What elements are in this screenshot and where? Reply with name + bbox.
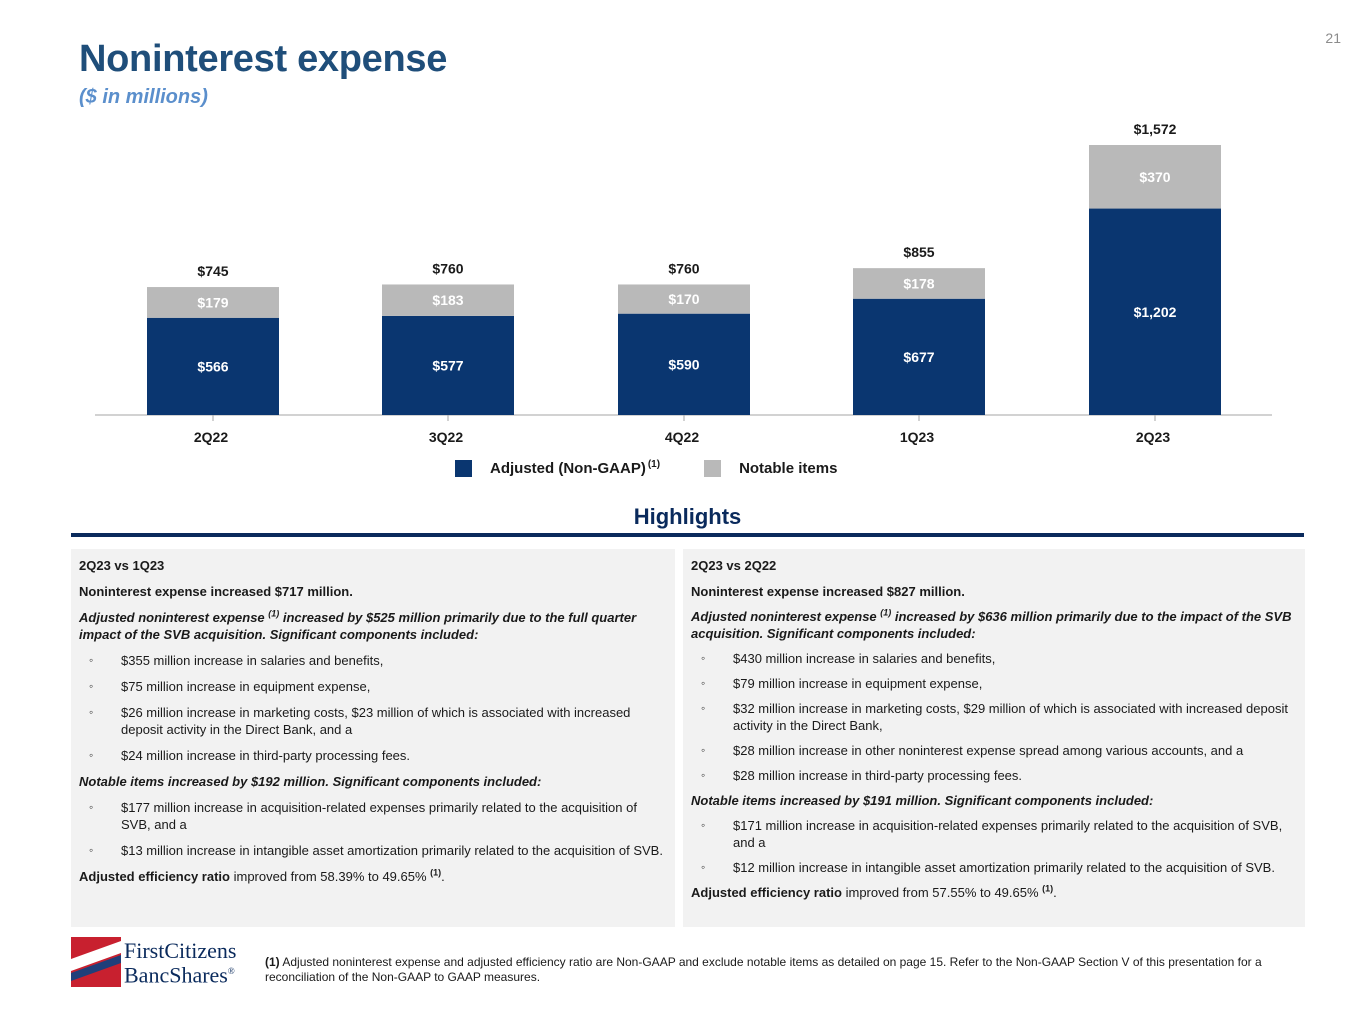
data-label-adjusted-2Q22: $566 [197, 358, 228, 374]
list-item: $12 million increase in intangible asset… [691, 859, 1295, 876]
list-item: $355 million increase in salaries and be… [79, 652, 665, 669]
total-label-2Q23: $1,572 [1134, 121, 1177, 137]
notable-components-list: $177 million increase in acquisition-rel… [79, 799, 665, 859]
legend-swatch-adjusted [455, 459, 472, 477]
data-label-adjusted-1Q23: $677 [903, 349, 934, 365]
adjusted-components-list: $430 million increase in salaries and be… [691, 650, 1295, 784]
x-tick-label-2Q22: 2Q22 [194, 429, 228, 445]
panel-adjusted-intro: Adjusted noninterest expense (1) increas… [691, 607, 1292, 641]
panel-efficiency-ratio: Adjusted efficiency ratio improved from … [79, 867, 445, 884]
highlights-panel-vs-2q22: 2Q23 vs 2Q22 Noninterest expense increas… [683, 549, 1305, 927]
data-label-adjusted-3Q22: $577 [432, 357, 463, 373]
panel-notable-intro: Notable items increased by $192 million.… [79, 774, 542, 789]
list-item: $430 million increase in salaries and be… [691, 650, 1295, 667]
x-tick-label-4Q22: 4Q22 [665, 429, 699, 445]
list-item: $171 million increase in acquisition-rel… [691, 817, 1295, 851]
data-label-notable-2Q22: $179 [197, 294, 228, 310]
list-item: $24 million increase in third-party proc… [79, 747, 665, 764]
data-label-notable-3Q22: $183 [432, 292, 463, 308]
bar-adjusted-3Q22 [382, 315, 514, 415]
data-label-adjusted-2Q23: $1,202 [1134, 304, 1177, 320]
legend-swatch-notable [704, 459, 722, 477]
panel-summary: Noninterest expense increased $827 milli… [691, 584, 965, 599]
total-label-4Q22: $760 [668, 260, 699, 276]
legend-label-notable: Notable items [739, 459, 838, 477]
footnote: (1) Adjusted noninterest expense and adj… [265, 955, 1262, 984]
data-label-notable-1Q23: $178 [903, 275, 934, 291]
notable-components-list: $171 million increase in acquisition-rel… [691, 817, 1295, 876]
total-label-2Q22: $745 [197, 263, 228, 279]
list-item: $26 million increase in marketing costs,… [79, 704, 665, 738]
panel-header: 2Q23 vs 1Q23 [79, 558, 165, 573]
page-number: 21 [1325, 30, 1341, 46]
total-label-3Q22: $760 [432, 260, 463, 276]
x-tick-label-2Q23: 2Q23 [1136, 429, 1170, 445]
bar-notable-1Q23 [853, 268, 985, 299]
x-tick-label-3Q22: 3Q22 [429, 429, 463, 445]
bar-notable-3Q22 [382, 284, 514, 316]
list-item: $79 million increase in equipment expens… [691, 675, 1295, 692]
highlights-panel-vs-1q23: 2Q23 vs 1Q23 Noninterest expense increas… [71, 549, 675, 927]
panel-header: 2Q23 vs 2Q22 [691, 558, 777, 573]
bar-adjusted-2Q22 [147, 317, 279, 415]
page-title: Noninterest expense [79, 38, 448, 80]
company-logo-flag [71, 937, 121, 987]
list-item: $75 million increase in equipment expens… [79, 678, 665, 695]
list-item: $28 million increase in other noninteres… [691, 742, 1295, 759]
x-tick-label-1Q23: 1Q23 [900, 429, 934, 445]
panel-summary: Noninterest expense increased $717 milli… [79, 584, 353, 599]
panel-adjusted-intro: Adjusted noninterest expense (1) increas… [79, 608, 637, 642]
panel-efficiency-ratio: Adjusted efficiency ratio improved from … [691, 883, 1057, 900]
highlights-title: Highlights [633, 504, 742, 529]
page-subtitle: ($ in millions) [79, 86, 208, 108]
data-label-notable-2Q23: $370 [1139, 169, 1170, 185]
data-label-adjusted-4Q22: $590 [668, 356, 699, 372]
highlights-divider [71, 533, 1304, 537]
list-item: $177 million increase in acquisition-rel… [79, 799, 665, 833]
list-item: $13 million increase in intangible asset… [79, 842, 665, 859]
bar-adjusted-4Q22 [618, 313, 750, 415]
bar-adjusted-1Q23 [853, 298, 985, 415]
list-item: $28 million increase in third-party proc… [691, 767, 1295, 784]
bar-notable-4Q22 [618, 284, 750, 314]
bar-notable-2Q22 [147, 287, 279, 318]
total-label-1Q23: $855 [903, 244, 934, 260]
legend-label-adjusted: Adjusted (Non-GAAP) (1) [490, 459, 661, 477]
bar-notable-2Q23 [1089, 145, 1221, 209]
data-label-notable-4Q22: $170 [668, 291, 699, 307]
list-item: $32 million increase in marketing costs,… [691, 700, 1295, 734]
company-logo-text: FirstCitizens BancShares® [124, 938, 237, 988]
bar-adjusted-2Q23 [1089, 208, 1221, 415]
panel-notable-intro: Notable items increased by $191 million.… [691, 793, 1154, 808]
chart-legend: Adjusted (Non-GAAP) (1) Notable items [455, 459, 837, 477]
adjusted-components-list: $355 million increase in salaries and be… [79, 652, 665, 764]
noninterest-expense-chart: $566 $179 $745 2Q22 $577 $183 $760 3Q22 $590 $170… [95, 121, 1272, 445]
